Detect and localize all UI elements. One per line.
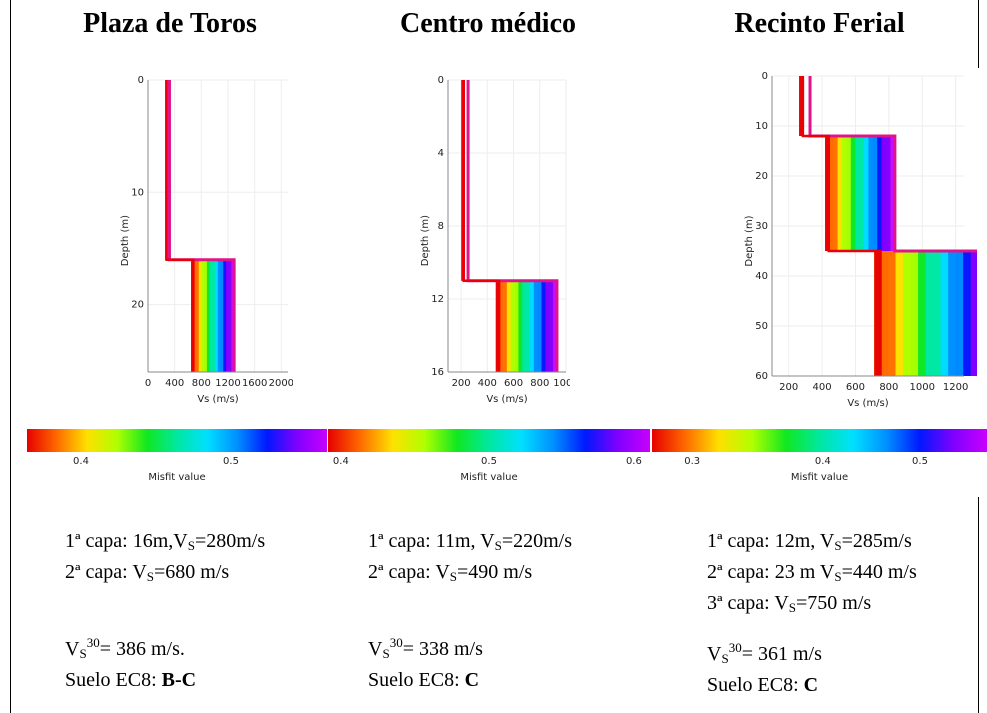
suelo-line: Suelo EC8: B-C — [65, 669, 197, 691]
capa-1-line: 1ª capa: 11m, VS=220m/s — [368, 530, 573, 553]
colorbar-tick: 0.3 — [684, 456, 701, 467]
x-tick-label: 600 — [504, 378, 523, 389]
max-misfit-outline — [808, 76, 977, 253]
y-tick-label: 40 — [755, 271, 768, 282]
site-panel-plaza-de-toros: Plaza de Toros 0 10 20 0 400 800 1200 1600 2000 V… — [15, 0, 327, 713]
misfit-colorbar-gradient — [652, 429, 987, 452]
y-axis-label: Depth (m) — [420, 215, 431, 266]
x-tick-label: 0 — [145, 378, 151, 389]
capa-2-line: 2ª capa: 23 m VS=440 m/s — [707, 561, 917, 584]
colorbar-tick: 0.5 — [223, 456, 239, 467]
colorbar-label: Misfit value — [790, 472, 849, 483]
y-axis-label: Depth (m) — [120, 215, 131, 266]
misfit-colorbar-ticks: 0.4 0.5 — [27, 452, 327, 470]
site-title: Recinto Ferial — [734, 8, 905, 39]
x-tick-label: 400 — [165, 378, 184, 389]
best-fit-profile — [462, 80, 501, 372]
x-tick-label: 400 — [478, 378, 497, 389]
y-tick-label: 4 — [438, 148, 444, 159]
misfit-colorbar: 0.4 0.5 Misfit value — [27, 429, 327, 483]
x-tick-label: 1200 — [943, 382, 968, 393]
table-left-border — [10, 0, 11, 713]
y-tick-label: 10 — [131, 187, 144, 198]
y-tick-label: 60 — [755, 371, 768, 382]
y-tick-label: 16 — [431, 367, 444, 378]
x-tick-label: 800 — [192, 378, 211, 389]
vs-profile-chart: 0 4 8 12 16 200 400 600 800 1000 Vs (m/s) Depth (m) — [420, 75, 570, 405]
colorbar-label: Misfit value — [460, 472, 518, 483]
x-tick-label: 600 — [846, 382, 865, 393]
x-tick-label: 800 — [530, 378, 549, 389]
y-tick-label: 8 — [438, 221, 444, 232]
best-fit-profile — [801, 76, 882, 376]
x-tick-label: 1000 — [910, 382, 935, 393]
y-tick-label: 0 — [138, 75, 144, 86]
vs30-line: VS30= 386 m/s. — [65, 635, 185, 661]
site-results: 1ª capa: 11m, VS=220m/s 2ª capa: VS=490 … — [368, 528, 572, 693]
y-tick-label: 30 — [755, 221, 768, 232]
site-title: Centro médico — [400, 8, 576, 39]
site-title: Plaza de Toros — [83, 8, 257, 39]
max-misfit-outline — [167, 80, 236, 372]
colorbar-tick: 0.4 — [332, 456, 349, 467]
capa-2-line: 2ª capa: VS=680 m/s — [65, 561, 230, 584]
vs-profile-chart: 0 10 20 0 400 800 1200 1600 2000 Vs (m/s) Depth (m… — [120, 75, 293, 405]
capa-3-line: 3ª capa: VS=750 m/s — [707, 592, 872, 615]
site-results: 1ª capa: 12m, VS=285m/s 2ª capa: 23 m VS… — [707, 528, 917, 698]
vs30-line: VS30= 361 m/s — [707, 640, 822, 666]
misfit-colorbar-gradient — [328, 429, 650, 452]
colorbar-tick: 0.6 — [625, 456, 642, 467]
site-panel-centro-medico: Centro médico 0 4 8 12 16 200 400 600 800 1000 Vs … — [328, 0, 650, 713]
capa-1-line: 1ª capa: 16m,VS=280m/s — [65, 530, 266, 553]
x-tick-label: 1600 — [242, 378, 267, 389]
table-right-border — [978, 497, 979, 713]
y-tick-label: 12 — [431, 294, 444, 305]
x-axis-label: Vs (m/s) — [486, 394, 527, 405]
suelo-line: Suelo EC8: C — [707, 674, 819, 696]
x-tick-label: 200 — [452, 378, 471, 389]
misfit-colorbar-gradient — [27, 429, 327, 452]
site-panel-recinto-ferial: Recinto Ferial 0 10 20 30 40 50 60 200 400 600 800… — [652, 0, 987, 713]
x-axis-label: Vs (m/s) — [847, 398, 888, 409]
y-tick-label: 10 — [755, 121, 768, 132]
colorbar-tick: 0.5 — [912, 456, 928, 467]
misfit-colorbar-ticks: 0.3 0.4 0.5 — [652, 452, 987, 470]
y-tick-label: 20 — [755, 171, 768, 182]
capa-2-line: 2ª capa: VS=490 m/s — [368, 561, 533, 584]
colorbar-tick: 0.4 — [814, 456, 831, 467]
x-tick-label: 1000 — [553, 378, 570, 389]
table-right-border — [978, 0, 979, 68]
y-tick-label: 50 — [755, 321, 768, 332]
misfit-colorbar-ticks: 0.4 0.5 0.6 — [328, 452, 650, 470]
site-results: 1ª capa: 16m,VS=280m/s 2ª capa: VS=680 m… — [65, 528, 265, 693]
colorbar-tick: 0.5 — [481, 456, 497, 467]
best-fit-profile — [165, 80, 195, 372]
x-tick-label: 2000 — [269, 378, 293, 389]
x-tick-label: 800 — [879, 382, 898, 393]
y-tick-label: 0 — [762, 71, 768, 82]
y-tick-label: 20 — [131, 300, 144, 311]
colorbar-tick: 0.4 — [73, 456, 89, 467]
y-tick-label: 0 — [438, 75, 444, 86]
suelo-line: Suelo EC8: C — [368, 669, 480, 691]
vs30-line: VS30= 338 m/s — [368, 635, 483, 661]
colorbar-label: Misfit value — [148, 472, 206, 483]
misfit-colorbar: 0.4 0.5 0.6 Misfit value — [328, 429, 650, 483]
x-tick-label: 200 — [779, 382, 798, 393]
misfit-colorbar: 0.3 0.4 0.5 Misfit value — [652, 429, 987, 483]
y-axis-label: Depth (m) — [744, 215, 755, 266]
capa-1-line: 1ª capa: 12m, VS=285m/s — [707, 530, 912, 553]
x-tick-label: 400 — [813, 382, 832, 393]
x-tick-label: 1200 — [215, 378, 240, 389]
x-axis-label: Vs (m/s) — [197, 394, 238, 405]
max-misfit-outline — [466, 80, 559, 372]
vs-profile-chart: 0 10 20 30 40 50 60 200 400 600 800 1000 1200 Vs (m/s… — [744, 71, 977, 409]
